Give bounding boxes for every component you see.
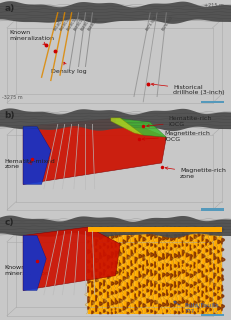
Text: Hematite-mixed
zone: Hematite-mixed zone [5,159,55,169]
Polygon shape [23,236,46,291]
Bar [201,101,224,103]
Text: Magnetite-rich
IOCG: Magnetite-rich IOCG [142,131,210,141]
Text: BB18002: BB18002 [53,16,65,31]
Bar [201,314,224,316]
Text: Density log: Density log [51,62,86,74]
Polygon shape [111,118,143,135]
Polygon shape [23,126,51,184]
Text: Known
mineralization: Known mineralization [5,261,50,276]
Text: BB18006: BB18006 [87,16,100,31]
Polygon shape [0,1,231,24]
Text: BB18004: BB18004 [73,16,86,31]
Text: BB18001: BB18001 [60,16,72,31]
Text: BB18003: BB18003 [67,16,79,31]
Text: BB70-000: BB70-000 [161,15,174,31]
Text: BB18005: BB18005 [80,16,93,31]
Polygon shape [116,118,166,137]
Text: a): a) [5,4,15,13]
Bar [88,227,222,314]
Polygon shape [0,216,231,238]
Text: Falla/Faults
???: Falla/Faults ??? [174,301,219,314]
Text: BB73-000: BB73-000 [145,15,158,31]
Text: Magnetite-rich
zone: Magnetite-rich zone [165,167,226,179]
Bar [88,227,222,232]
Text: -3275 m: -3275 m [2,95,23,100]
Text: +215 m: +215 m [204,3,224,8]
Text: c): c) [5,218,14,227]
Bar [201,208,224,211]
Text: Known
mineralization: Known mineralization [9,30,54,44]
Polygon shape [23,118,166,184]
Polygon shape [0,108,231,131]
Text: b): b) [5,111,15,121]
Polygon shape [23,227,120,291]
Text: Historical
drillhole (3-inch): Historical drillhole (3-inch) [151,83,225,95]
Text: Hematite-rich
IOCG: Hematite-rich IOCG [147,116,212,127]
